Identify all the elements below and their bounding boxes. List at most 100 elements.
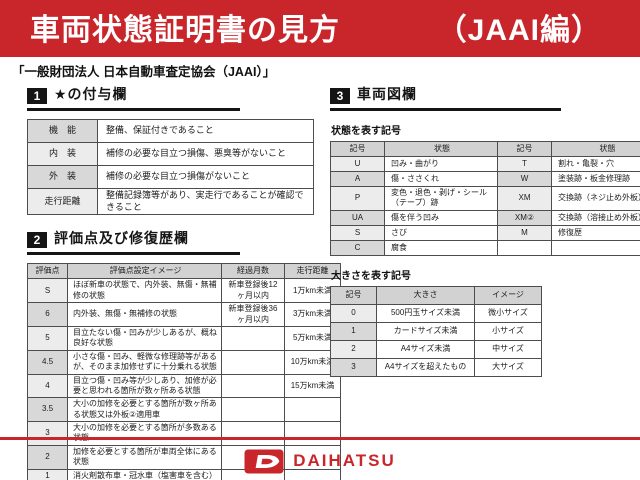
table-header-row: 記号 状態 記号 状態 — [330, 141, 640, 157]
table-row: 4.5 小さな傷・凹み、軽微な修理跡等があるが、そのまま加修せずに十分乗れる状態… — [27, 349, 341, 375]
table-row: S さび M 修復歴 — [330, 224, 640, 241]
criteria-desc: 整備、保証付きであること — [97, 119, 314, 143]
state-cell: 修復歴 — [551, 224, 640, 241]
size-cell: カードサイズ未満 — [376, 321, 475, 341]
state-cell: 交換跡（溶接止め外板） — [551, 209, 640, 226]
symbol-cell: 3 — [330, 357, 377, 377]
months-cell — [221, 373, 285, 399]
right-column: 3 車両図欄 状態を表す記号 記号 状態 記号 状態 U 凹み・曲がり T 割れ… — [330, 84, 640, 377]
table-row: S ほぼ新車の状態で、内外装、無傷・無補修の状態 新車登録後12ヶ月以内 1万k… — [27, 278, 341, 304]
table-header-row: 評価点 評価点設定イメージ 経過月数 走行距離 — [27, 263, 341, 280]
section1-title: ★の付与欄 — [54, 86, 128, 102]
table-row: C 腐食 — [330, 239, 640, 256]
state-cell: 交換跡（ネジ止め外板） — [551, 186, 640, 211]
state-cell — [551, 239, 640, 256]
image-size-cell: 中サイズ — [474, 339, 542, 359]
table-row: A 傷・ささくれ W 塗装跡・板金修理跡 — [330, 171, 640, 187]
symbol-cell: S — [330, 224, 385, 241]
size-cell: A4サイズを超えたもの — [376, 357, 475, 377]
title-banner: 車両状態証明書の見方 （JAAI編） — [0, 0, 640, 57]
months-cell: 新車登録後36ヶ月以内 — [221, 302, 285, 327]
symbol-cell: A — [330, 171, 385, 187]
symbol-cell: P — [330, 186, 385, 211]
criteria-desc: 補修の必要な目立つ損傷がないこと — [97, 165, 314, 189]
star-criteria-table: 機 能 整備、保証付きであること 内 装 補修の必要な目立つ損傷、悪臭等がないこ… — [27, 119, 314, 216]
symbol-cell: 1 — [330, 321, 377, 341]
size-cell: A4サイズ未満 — [376, 339, 475, 359]
months-cell — [221, 397, 285, 423]
image-cell: 目立たない傷・凹みが少しあるが、概ね良好な状態 — [67, 325, 222, 351]
table-row: P 変色・退色・剥げ・シール（テープ）跡 XM 交換跡（ネジ止め外板） — [330, 186, 640, 211]
organization-subtitle: 「一般財団法人 日本自動車査定協会（JAAI）」 — [12, 65, 276, 79]
table-row: 6 内外装、無傷・無補修の状態 新車登録後36ヶ月以内 3万km未満 — [27, 302, 341, 327]
table-row: U 凹み・曲がり T 割れ・亀裂・穴 — [330, 156, 640, 172]
image-cell: 小さな傷・凹み、軽微な修理跡等があるが、そのまま加修せずに十分乗れる状態 — [67, 349, 222, 375]
symbol-cell: 2 — [330, 339, 377, 359]
mileage-cell — [284, 444, 341, 470]
size-symbols-label: 大きさを表す記号 — [331, 270, 411, 282]
criteria-label: 走行距離 — [27, 187, 98, 216]
criteria-desc: 整備記録簿等があり、実走行であることが確認できること — [97, 187, 314, 216]
image-size-cell: 微小サイズ — [474, 303, 542, 323]
table-row: UA 傷を伴う凹み XM② 交換跡（溶接止め外板） — [330, 209, 640, 226]
table-row: 4 目立つ傷・凹み等が少しあり、加修が必要と思われる箇所が数ヶ所ある状態 15万… — [27, 373, 341, 399]
table-row: 3 大小の加修を必要とする箇所が多数ある状態 — [27, 421, 341, 446]
table-row: 機 能 整備、保証付きであること — [27, 119, 314, 143]
state-cell: 塗装跡・板金修理跡 — [551, 171, 640, 187]
score-cell: S — [27, 278, 68, 304]
criteria-label: 内 装 — [27, 142, 98, 166]
symbol-cell: T — [497, 156, 552, 172]
page-title-edition: （JAAI編） — [436, 13, 602, 47]
table-row: 1 カードサイズ未満 小サイズ — [330, 321, 542, 341]
section3-number-badge: 3 — [330, 88, 350, 104]
table-row: 3 A4サイズを超えたもの 大サイズ — [330, 357, 542, 377]
table-row: 内 装 補修の必要な目立つ損傷、悪臭等がないこと — [27, 142, 314, 166]
section2-heading: 2 評価点及び修復歴欄 — [27, 228, 240, 256]
image-size-cell: 小サイズ — [474, 321, 542, 341]
score-cell: 5 — [27, 325, 68, 351]
image-size-cell: 大サイズ — [474, 357, 542, 377]
table-row: 5 目立たない傷・凹みが少しあるが、概ね良好な状態 5万km未満 — [27, 325, 341, 351]
table-row: 3.5 大小の加修を必要とする箇所が数ヶ所ある状態又は外板②適用車 — [27, 397, 341, 423]
symbol-cell: UA — [330, 209, 385, 226]
image-cell: 加修を必要とする箇所が車両全体にある状態 — [67, 444, 222, 470]
symbol-cell: XM② — [497, 209, 552, 226]
col-header: 記号 — [330, 141, 385, 157]
col-header: イメージ — [474, 285, 542, 305]
daihatsu-logo-icon — [244, 449, 284, 474]
section3-heading: 3 車両図欄 — [330, 84, 561, 111]
table-row: 0 500円玉サイズ未満 微小サイズ — [330, 303, 542, 323]
mileage-cell: 15万km未満 — [284, 373, 341, 399]
section3-title: 車両図欄 — [357, 86, 417, 102]
section1-heading: 1 ★の付与欄 — [27, 84, 240, 111]
col-header: 評価点設定イメージ — [67, 263, 222, 280]
months-cell — [221, 325, 285, 351]
symbol-cell: C — [330, 239, 385, 256]
condition-symbols-table: 記号 状態 記号 状態 U 凹み・曲がり T 割れ・亀裂・穴 A 傷・ささくれ … — [330, 141, 640, 256]
table-row: 外 装 補修の必要な目立つ損傷がないこと — [27, 165, 314, 189]
size-symbols-table: 記号 大きさ イメージ 0 500円玉サイズ未満 微小サイズ 1 カードサイズ未… — [330, 285, 542, 377]
mileage-cell — [284, 468, 341, 480]
score-cell: 4.5 — [27, 349, 68, 375]
section2-title: 評価点及び修復歴欄 — [54, 230, 189, 247]
footer-divider — [0, 437, 640, 440]
col-header: 評価点 — [27, 263, 68, 280]
mileage-cell — [284, 421, 341, 446]
col-header: 大きさ — [376, 285, 475, 305]
criteria-desc: 補修の必要な目立つ損傷、悪臭等がないこと — [97, 142, 314, 166]
page-title: 車両状態証明書の見方 — [30, 13, 340, 47]
score-cell: 3 — [27, 421, 68, 446]
mileage-cell — [284, 397, 341, 423]
col-header: 記号 — [497, 141, 552, 157]
state-cell: さび — [384, 224, 498, 241]
condition-symbols-label: 状態を表す記号 — [331, 126, 401, 137]
score-cell: 3.5 — [27, 397, 68, 423]
image-cell: 目立つ傷・凹み等が少しあり、加修が必要と思われる箇所が数ヶ所ある状態 — [67, 373, 222, 399]
score-cell: 4 — [27, 373, 68, 399]
section2-number-badge: 2 — [27, 232, 47, 249]
score-cell: 6 — [27, 302, 68, 327]
state-cell: 変色・退色・剥げ・シール（テープ）跡 — [384, 186, 498, 211]
table-header-row: 記号 大きさ イメージ — [330, 285, 542, 305]
col-header: 記号 — [330, 285, 377, 305]
